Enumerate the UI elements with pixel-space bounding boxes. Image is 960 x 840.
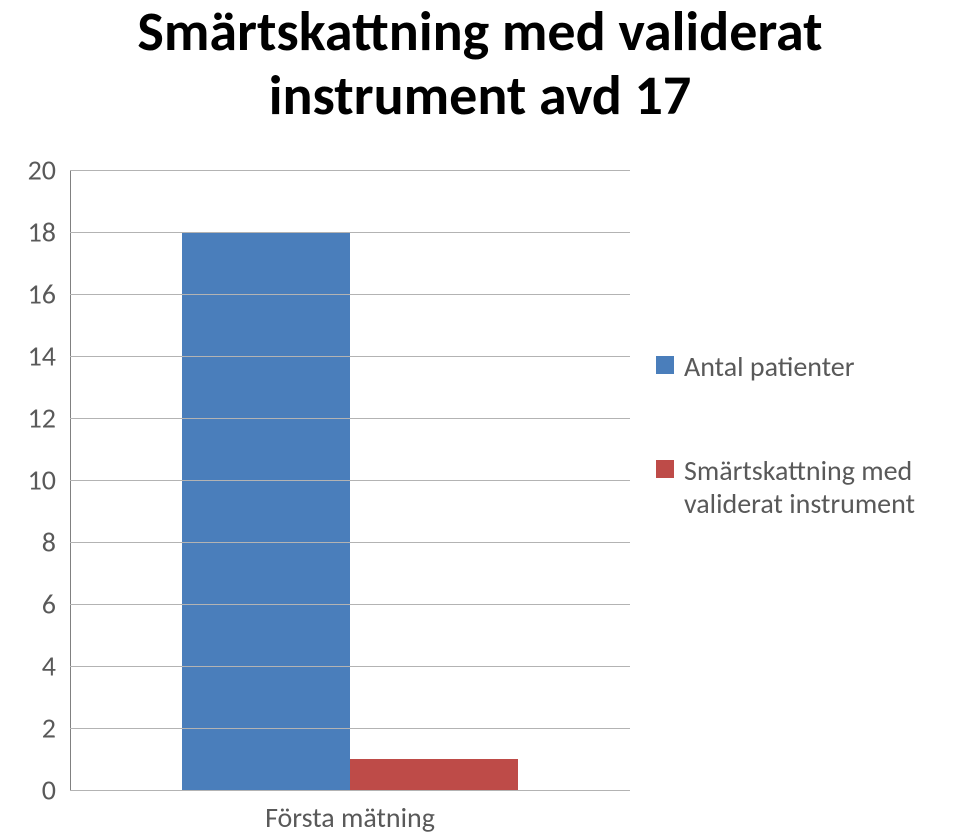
y-tick-label: 18	[28, 215, 56, 250]
gridline	[70, 542, 630, 543]
chart-title-line-1: Smärtskattning med validerat	[0, 0, 960, 64]
legend-label: Smärtskattning med validerat instrument	[684, 454, 956, 521]
plot-area	[70, 170, 630, 790]
y-tick-label: 8	[42, 525, 56, 560]
y-tick-label: 0	[42, 773, 56, 808]
gridline	[70, 604, 630, 605]
legend-swatch	[656, 460, 674, 478]
y-tick-label: 12	[28, 401, 56, 436]
y-axis: 02468101214161820	[0, 170, 66, 790]
x-axis-label: Första mätning	[70, 800, 630, 835]
y-tick-label: 14	[28, 339, 56, 374]
legend-label: Antal patienter	[684, 350, 854, 384]
y-tick-label: 20	[28, 153, 56, 188]
chart-title-line-2: instrument avd 17	[0, 64, 960, 128]
bar-1	[350, 759, 518, 790]
gridline	[70, 232, 630, 233]
legend: Antal patienter Smärtskattning med valide…	[656, 350, 956, 591]
gridline	[70, 356, 630, 357]
chart: 02468101214161820 Första mätning Antal p…	[0, 170, 960, 840]
gridline	[70, 790, 630, 791]
y-tick-label: 4	[42, 649, 56, 684]
y-tick-label: 6	[42, 587, 56, 622]
legend-item-1: Smärtskattning med validerat instrument	[656, 454, 956, 521]
page: { "title": { "line1": "Smärtskattning me…	[0, 0, 960, 840]
y-tick-label: 2	[42, 711, 56, 746]
gridline	[70, 294, 630, 295]
gridline	[70, 170, 630, 171]
y-tick-label: 16	[28, 277, 56, 312]
gridline	[70, 418, 630, 419]
gridline	[70, 728, 630, 729]
bar-0	[182, 232, 350, 790]
legend-item-0: Antal patienter	[656, 350, 956, 384]
gridline	[70, 480, 630, 481]
chart-title: Smärtskattning med validerat instrument …	[0, 0, 960, 129]
y-tick-label: 10	[28, 463, 56, 498]
legend-swatch	[656, 356, 674, 374]
gridline	[70, 666, 630, 667]
